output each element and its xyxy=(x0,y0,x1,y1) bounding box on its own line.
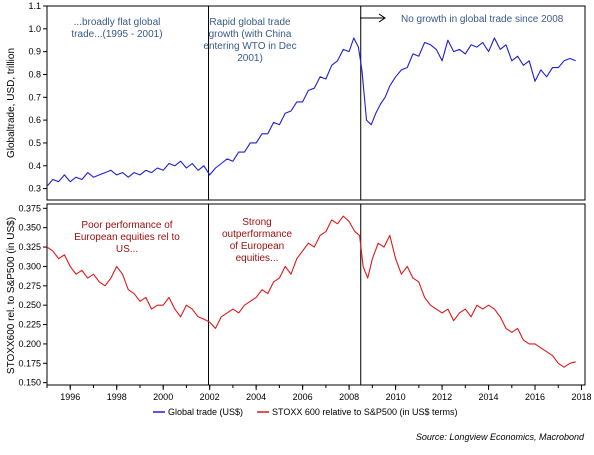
legend-label: Global trade (US$) xyxy=(168,407,243,417)
annotation-line: Poor performance of xyxy=(81,220,172,231)
source-note: Source: Longview Economics, Macrobond xyxy=(416,432,584,442)
y-tick-label: 0.200 xyxy=(18,339,41,349)
y-tick-label: 0.250 xyxy=(18,300,41,310)
series-line xyxy=(47,38,576,186)
y-tick-label: 0.5 xyxy=(28,138,41,148)
y-tick-label: 0.8 xyxy=(28,69,41,79)
y-tick-label: 0.275 xyxy=(18,281,41,291)
annotation-line: entering WTO in Dec xyxy=(203,41,296,52)
x-tick-label: 2010 xyxy=(386,392,406,402)
y-axis-label: STOXX600 rel. to S&P500 (in US$) xyxy=(6,217,17,374)
y-axis-label: Globaltrade, USD, trillion xyxy=(6,48,17,158)
annotation-line: No growth in global trade since 2008 xyxy=(401,14,564,25)
annotation-line: Strong xyxy=(242,217,271,228)
x-tick-label: 2018 xyxy=(571,392,591,402)
annotation-line: outperformance xyxy=(222,229,292,240)
annotation-text: No growth in global trade since 2008 xyxy=(401,14,564,25)
y-tick-label: 0.375 xyxy=(18,203,41,213)
annotation-line: Rapid global trade xyxy=(209,17,291,28)
y-tick-label: 0.175 xyxy=(18,358,41,368)
y-tick-label: 0.325 xyxy=(18,242,41,252)
bottom-panel-stoxx-relative: 0.150 0.175 0.200 0.225 0.250 0.275 0.300 0.325… xyxy=(6,203,585,387)
y-tick-label: 1.0 xyxy=(28,24,41,34)
y-tick-label: 0.150 xyxy=(18,378,41,388)
annotation-line: trade...(1995 - 2001) xyxy=(71,29,162,40)
x-tick-label: 2008 xyxy=(339,392,359,402)
top-panel-global-trade: 0.3 0.4 0.5 0.6 0.7 0.8 0.9 1.0 1.1 Globaltrade, … xyxy=(6,1,585,200)
annotation-line: US... xyxy=(116,244,138,255)
annotation-line: ...broadly flat global xyxy=(74,17,161,28)
y-tick-label: 0.7 xyxy=(28,92,41,102)
y-tick-label: 0.6 xyxy=(28,115,41,125)
y-tick-label: 0.3 xyxy=(28,184,41,194)
x-tick-label: 1996 xyxy=(60,392,80,402)
x-tick-label: 2014 xyxy=(479,392,499,402)
x-tick-label: 2012 xyxy=(432,392,452,402)
y-tick-label: 0.225 xyxy=(18,320,41,330)
y-tick-label: 0.9 xyxy=(28,47,41,57)
x-tick-label: 2002 xyxy=(200,392,220,402)
annotation-line: European equities rel to xyxy=(74,232,180,243)
annotation-line: growth (with China xyxy=(209,29,292,40)
annotation-line: of European xyxy=(230,241,285,252)
legend-label: STOXX 600 relative to S&P500 (in US$ ter… xyxy=(272,407,457,417)
legend: Global trade (US$) STOXX 600 relative to … xyxy=(153,407,457,417)
annotation-line: equities... xyxy=(236,253,279,264)
x-tick-label: 1998 xyxy=(107,392,127,402)
x-tick-label: 2006 xyxy=(293,392,313,402)
annotation-line: 2001) xyxy=(237,53,263,64)
x-axis: 1996 1998 2000 2002 2004 2006 2008 2010 2012 2014… xyxy=(47,385,592,402)
y-tick-label: 0.4 xyxy=(28,161,41,171)
x-tick-label: 2000 xyxy=(153,392,173,402)
y-tick-label: 1.1 xyxy=(28,1,41,11)
x-tick-label: 2004 xyxy=(246,392,266,402)
y-tick-label: 0.350 xyxy=(18,223,41,233)
y-tick-label: 0.300 xyxy=(18,261,41,271)
x-tick-label: 2016 xyxy=(525,392,545,402)
